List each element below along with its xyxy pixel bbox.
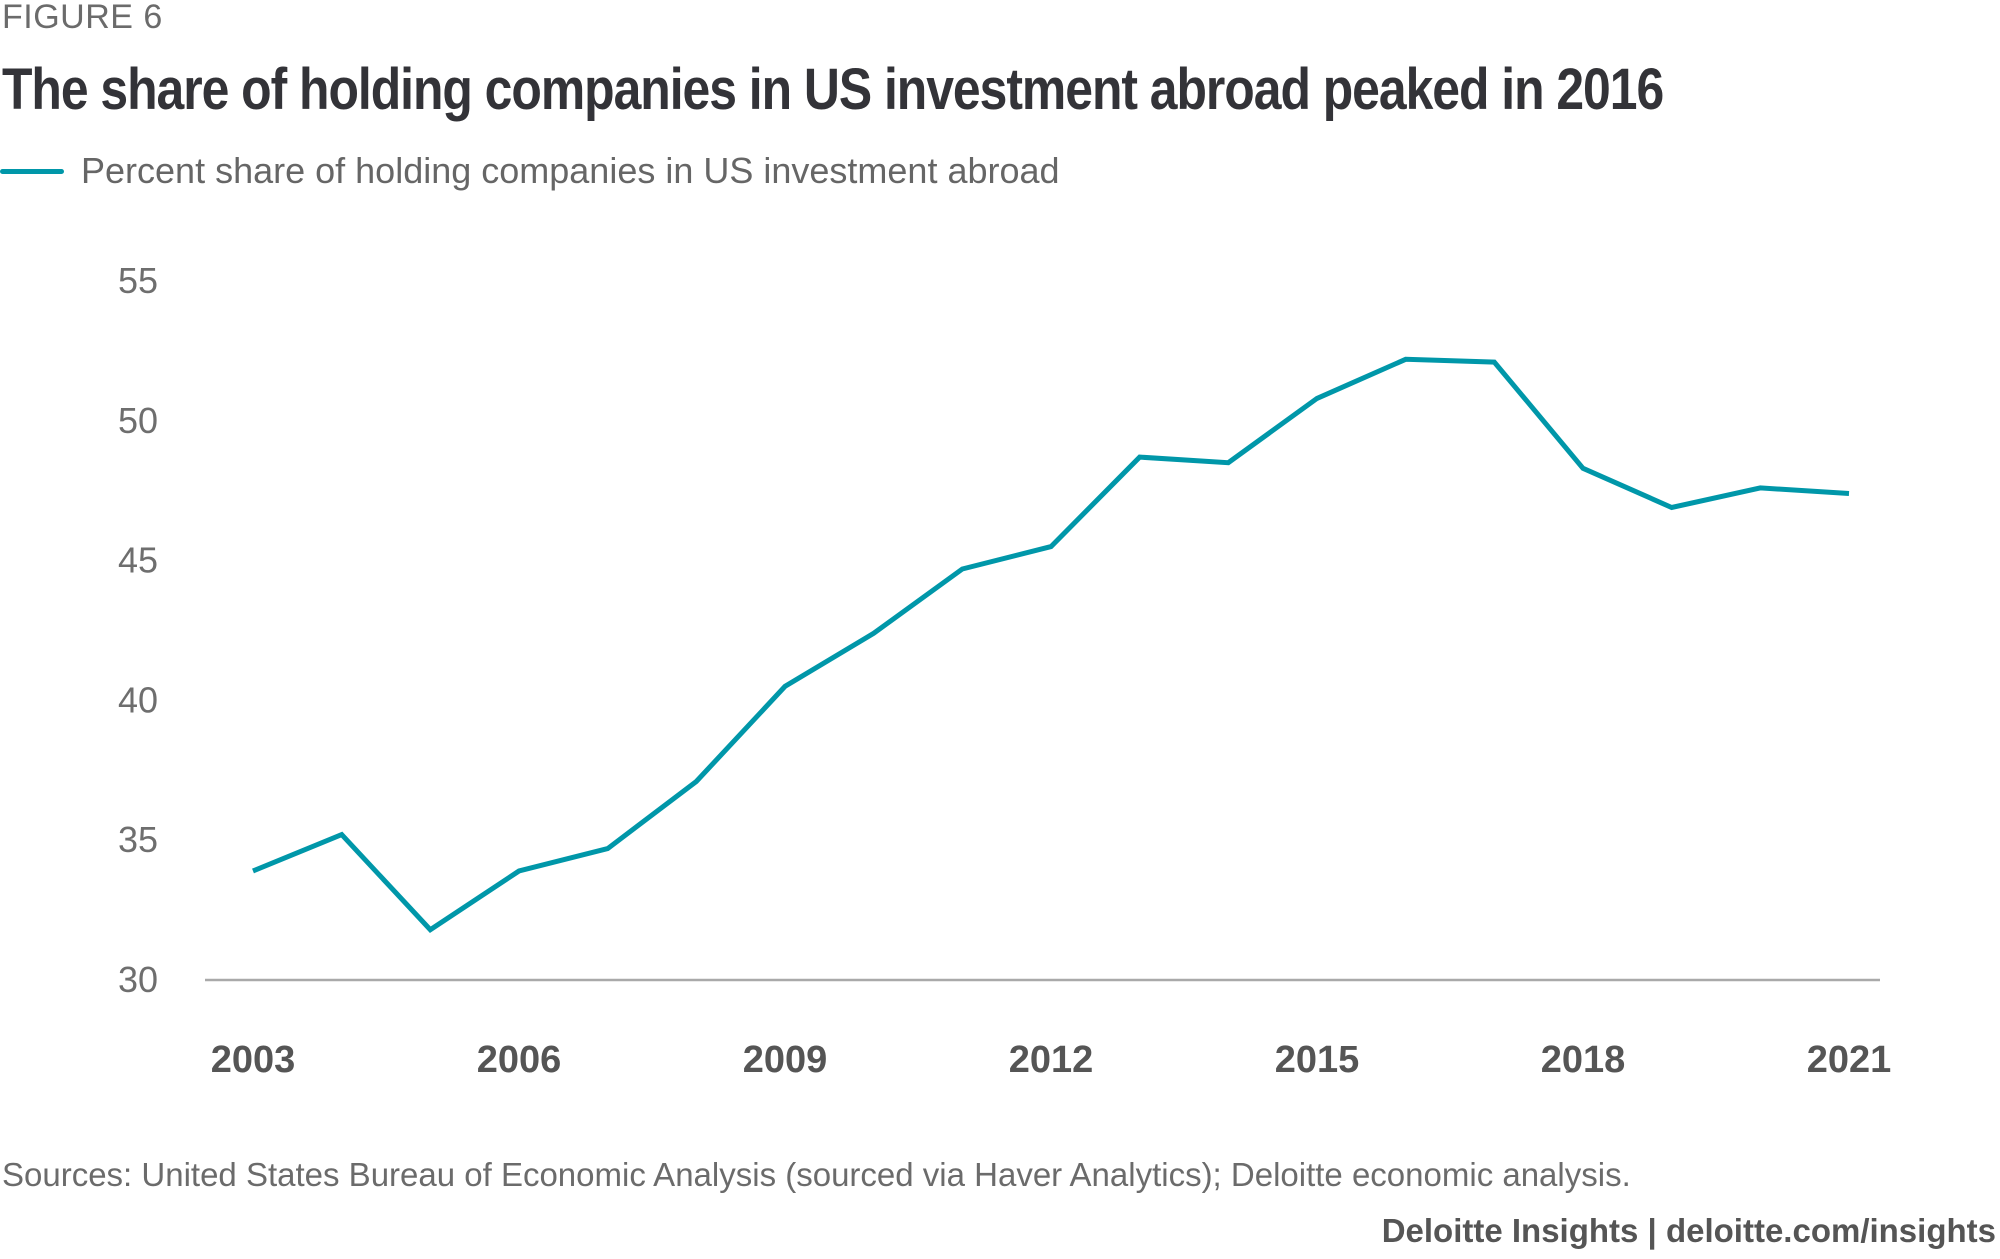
x-tick-label: 2015 bbox=[1275, 1039, 1360, 1081]
y-tick-label: 30 bbox=[118, 959, 158, 1000]
x-tick-label: 2009 bbox=[743, 1039, 828, 1081]
y-tick-label: 55 bbox=[118, 260, 158, 301]
y-tick-label: 40 bbox=[118, 679, 158, 720]
x-tick-label: 2021 bbox=[1807, 1039, 1892, 1081]
series-group bbox=[252, 356, 1850, 933]
legend: Percent share of holding companies in US… bbox=[0, 150, 1060, 192]
x-tick-label: 2003 bbox=[211, 1039, 296, 1081]
sources-note: Sources: United States Bureau of Economi… bbox=[2, 1156, 1631, 1193]
credit-link[interactable]: Deloitte Insights | deloitte.com/insight… bbox=[1381, 1212, 1996, 1249]
series-line bbox=[252, 356, 1850, 933]
figure-label: FIGURE 6 bbox=[2, 0, 163, 36]
x-tick-label: 2012 bbox=[1009, 1039, 1094, 1081]
x-axis: 2003 2006 2009 2012 2015 2018 2021 bbox=[211, 1039, 1892, 1081]
y-axis: 30 35 40 45 50 55 bbox=[118, 260, 158, 1000]
x-tick-label: 2006 bbox=[477, 1039, 562, 1081]
y-tick-label: 50 bbox=[118, 400, 158, 441]
legend-label: Percent share of holding companies in US… bbox=[81, 150, 1060, 191]
legend-swatch bbox=[0, 168, 64, 174]
y-tick-label: 45 bbox=[118, 540, 158, 581]
y-tick-label: 35 bbox=[118, 819, 158, 860]
x-tick-label: 2018 bbox=[1541, 1039, 1626, 1081]
chart-title: The share of holding companies in US inv… bbox=[2, 57, 1664, 122]
